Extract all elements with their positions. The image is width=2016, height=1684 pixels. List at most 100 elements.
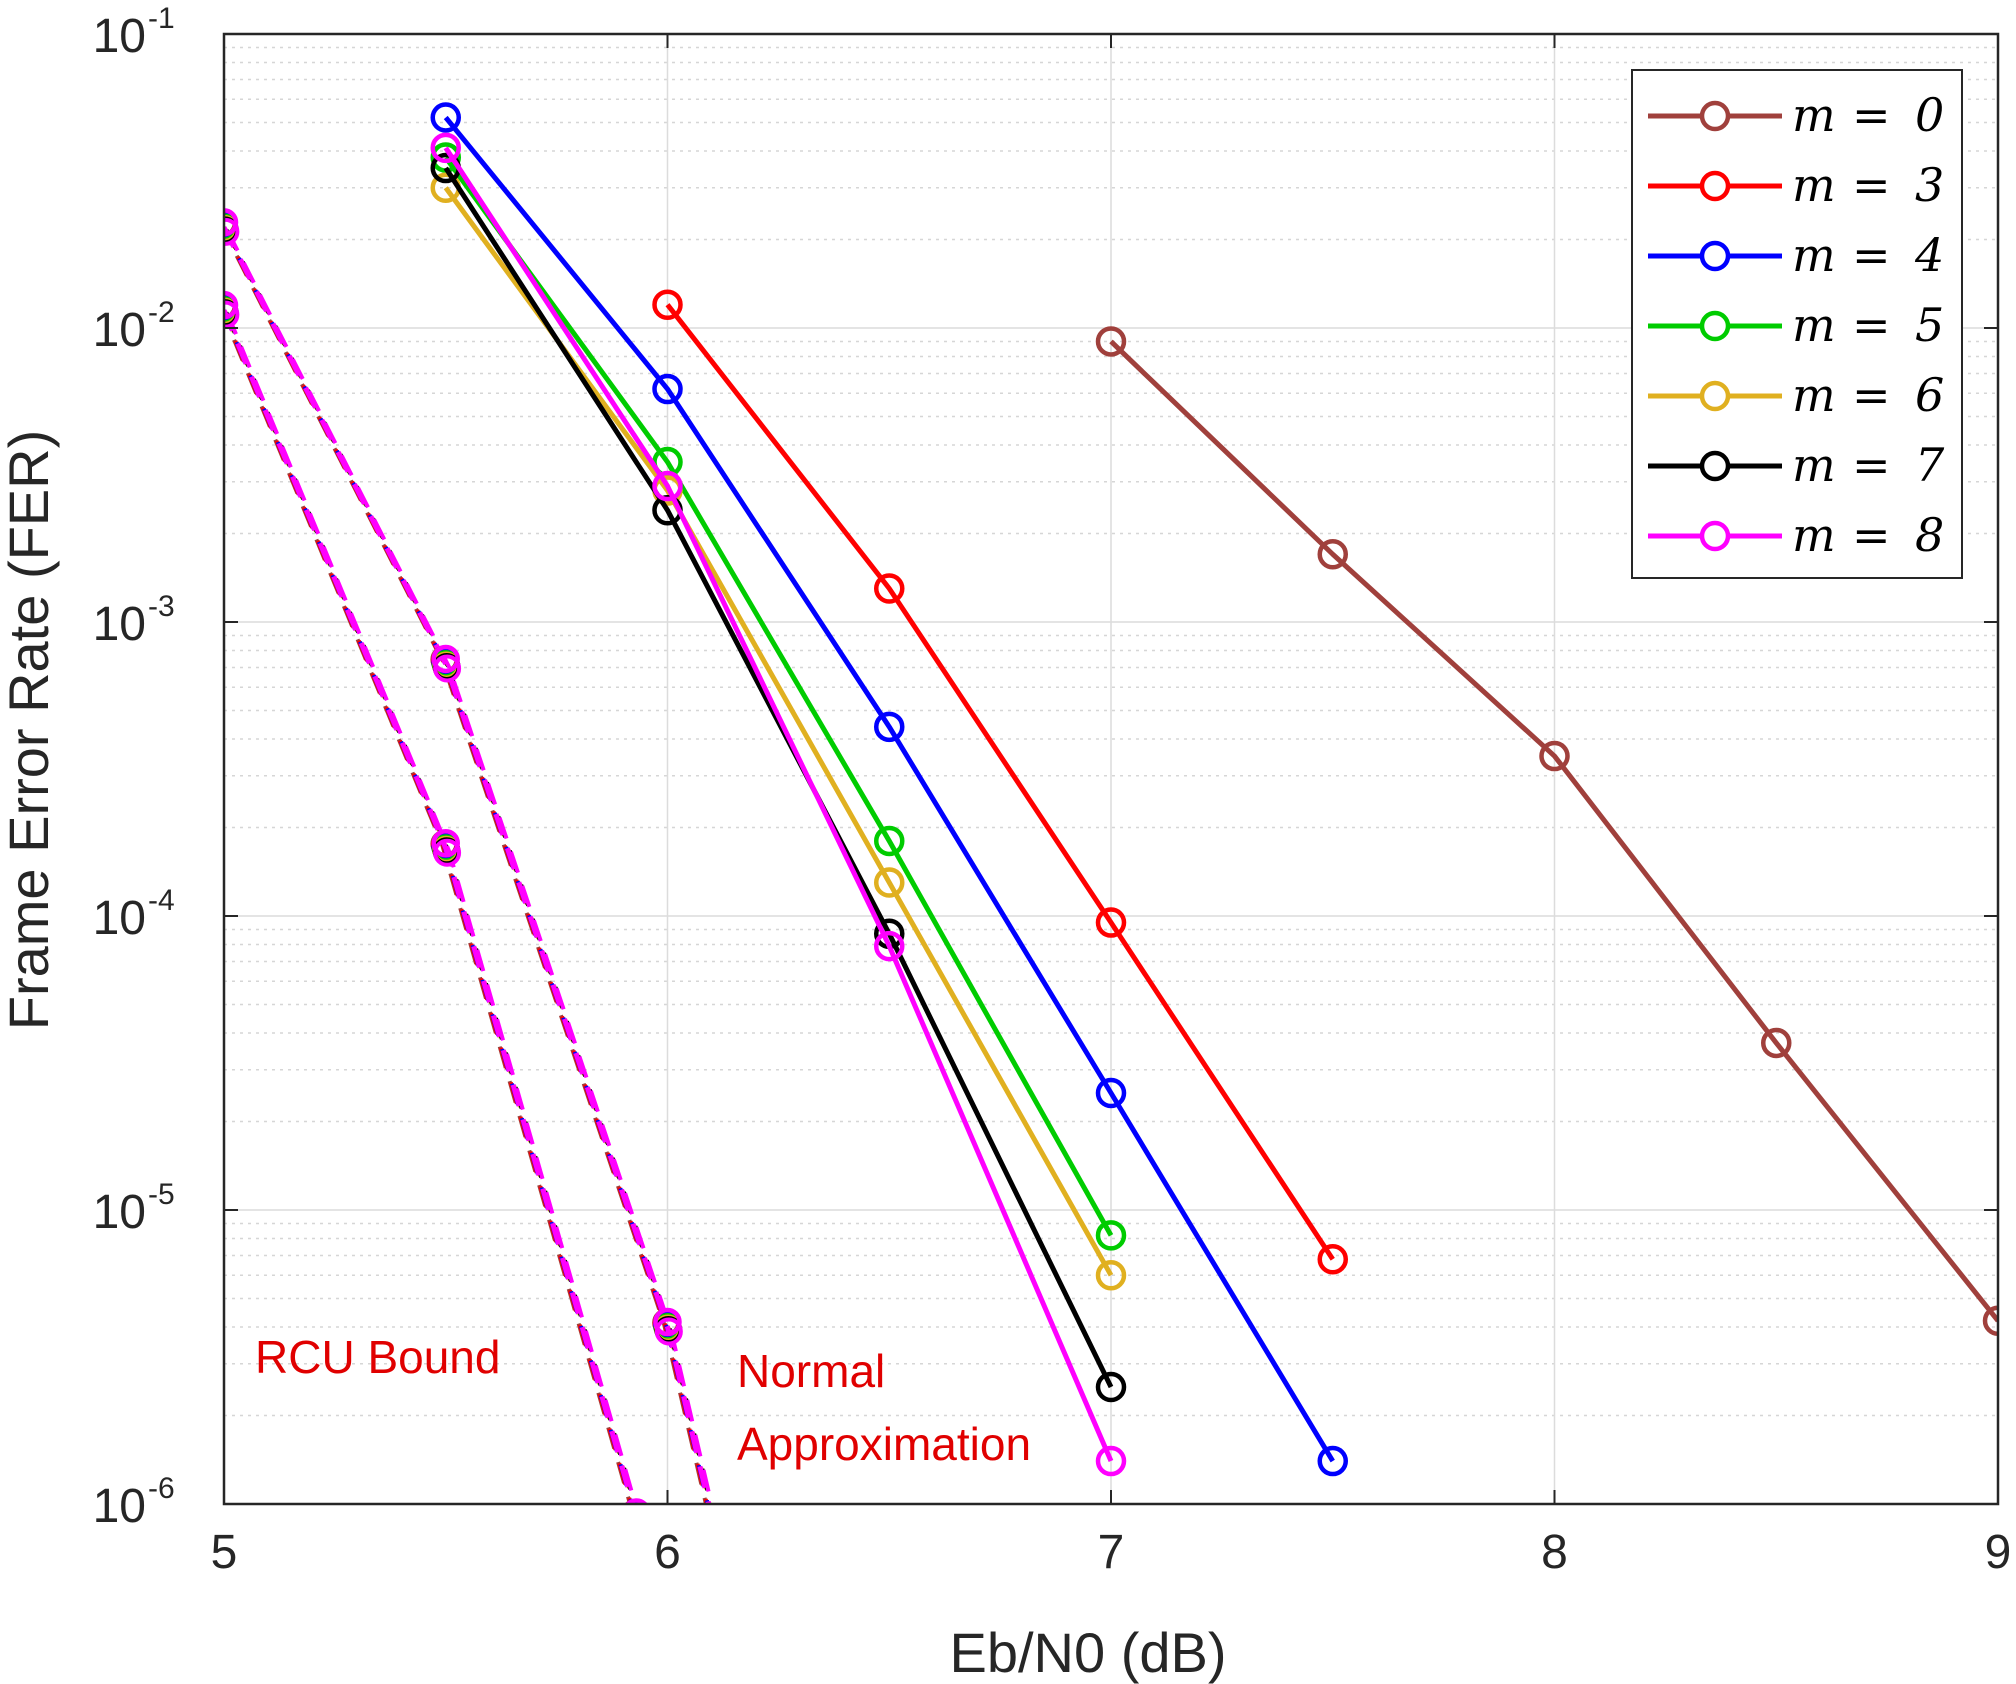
series-point-marker [430, 132, 461, 164]
legend-label-value: 5 [1915, 298, 1944, 352]
bound-point-marker [224, 290, 239, 320]
series-point-marker [874, 825, 905, 857]
y-tick-label-exponent: -4 [148, 884, 175, 917]
x-tick-label: 9 [1985, 1526, 2012, 1579]
series-point-marker [1317, 1243, 1348, 1275]
legend-label-var: m [1792, 508, 1836, 562]
legend-label-var: m [1792, 158, 1836, 212]
y-tick-label-base: 10 [93, 1480, 146, 1533]
normal-approximation-annotation-line1: Normal [737, 1345, 885, 1397]
legend-label-var: m [1792, 228, 1836, 282]
y-tick-label-exponent: -6 [148, 1472, 175, 1505]
bound-point-marker [431, 828, 460, 858]
legend-label-value: 6 [1915, 368, 1944, 422]
bound-point-marker [431, 644, 460, 674]
series-line [665, 303, 1335, 1261]
legend-label-eq: = [1852, 438, 1891, 492]
legend-label-eq: = [1852, 88, 1891, 142]
ticks: 5 6 7 8 910-110-210-310-410-510-6 [93, 2, 2012, 1579]
series-point-marker [1095, 1220, 1127, 1251]
bound-point-marker [224, 300, 240, 329]
series-line [443, 156, 1114, 1237]
legend: m = 0 m = 3 m = 4 m = 5 m = 6 m = 7 m = 8 [1631, 69, 1963, 579]
legend-label-eq: = [1852, 368, 1891, 422]
legend-entry-m5: m = 5 [1648, 298, 1944, 352]
y-tick-label-exponent: -2 [148, 296, 175, 329]
bound-point-marker [653, 1307, 682, 1337]
bound-dashed-line [224, 226, 712, 1504]
bound-point-marker [433, 838, 462, 867]
bound-point-marker [224, 208, 239, 237]
legend-label-var: m [1792, 298, 1836, 352]
series-point-marker [1095, 907, 1127, 938]
y-tick-label-base: 10 [93, 892, 146, 945]
legend-marker-sample [1699, 380, 1731, 412]
y-tick-label-exponent: -3 [148, 590, 175, 623]
series-line [443, 115, 1335, 1463]
normal-approximation-annotation-line2: Approximation [737, 1418, 1031, 1470]
y-tick-label-exponent: -1 [148, 2, 175, 35]
series-line-m7 [430, 152, 1127, 1403]
series-point-marker [652, 289, 683, 320]
legend-label-eq: = [1852, 158, 1891, 212]
series-line-m8 [430, 132, 1127, 1477]
series-point-marker [1095, 1445, 1127, 1477]
series-point-marker [1095, 1371, 1127, 1403]
series-point-marker [1095, 326, 1127, 357]
series-point-marker [1317, 1445, 1348, 1477]
bound-point-marker [224, 217, 240, 246]
series-line [1109, 339, 1998, 1323]
legend-entry-m4: m = 4 [1648, 228, 1944, 282]
legend-marker-sample [1699, 240, 1731, 272]
legend-entry-m3: m = 3 [1648, 158, 1944, 212]
series-line [443, 166, 1114, 1389]
legend-label-eq: = [1852, 298, 1891, 352]
y-tick-label-base: 10 [93, 304, 146, 357]
bound-dashed-line [224, 309, 636, 1504]
series-point-marker [1095, 1259, 1127, 1291]
bound-curve-group [224, 290, 648, 1504]
legend-label-value: 3 [1915, 158, 1944, 212]
series-point-marker [652, 470, 683, 502]
series-point-marker [874, 711, 905, 743]
series-point-marker [1761, 1027, 1792, 1059]
bound-curve-group [224, 208, 714, 1504]
bound-point-marker [654, 1317, 683, 1346]
legend-entry-m0: m = 0 [1648, 88, 1944, 142]
x-axis-label: Eb/N0 (dB) [950, 1621, 1227, 1684]
series-point-marker [874, 930, 905, 962]
x-tick-label: 8 [1541, 1526, 1568, 1579]
series-point-marker [652, 373, 683, 405]
legend-label-var: m [1792, 438, 1836, 492]
legend-marker-sample [1699, 450, 1731, 482]
rcu-bound-annotation: RCU Bound [255, 1331, 500, 1383]
legend-marker-sample [1699, 310, 1731, 342]
legend-label-value: 8 [1915, 508, 1944, 562]
y-tick-label-exponent: -5 [148, 1178, 175, 1211]
series-point-marker [1982, 1305, 1998, 1337]
series-point-marker [1539, 740, 1570, 772]
series-point-marker [1095, 1077, 1127, 1109]
series-point-marker [874, 573, 905, 604]
legend-label-value: 4 [1914, 228, 1944, 282]
series-layer [224, 102, 1998, 1504]
y-tick-label-base: 10 [93, 10, 146, 63]
x-tick-label: 6 [654, 1526, 681, 1579]
x-tick-label: 5 [211, 1526, 238, 1579]
legend-label-value: 0 [1915, 88, 1944, 142]
legend-label-var: m [1792, 368, 1836, 422]
series-line-m3 [652, 289, 1348, 1275]
legend-entry-m6: m = 6 [1648, 368, 1944, 422]
series-line-m4 [430, 102, 1348, 1477]
series-line-m0 [1095, 326, 1998, 1337]
y-axis-label: Frame Error Rate (FER) [0, 430, 60, 1031]
legend-marker-sample [1699, 170, 1731, 202]
legend-label-eq: = [1852, 508, 1891, 562]
series-line [443, 146, 1114, 1463]
legend-entry-m7: m = 7 [1648, 438, 1945, 492]
series-point-marker [874, 867, 905, 898]
y-tick-label-base: 10 [93, 1186, 146, 1239]
legend-label-var: m [1792, 88, 1836, 142]
legend-label-value: 7 [1915, 438, 1945, 492]
